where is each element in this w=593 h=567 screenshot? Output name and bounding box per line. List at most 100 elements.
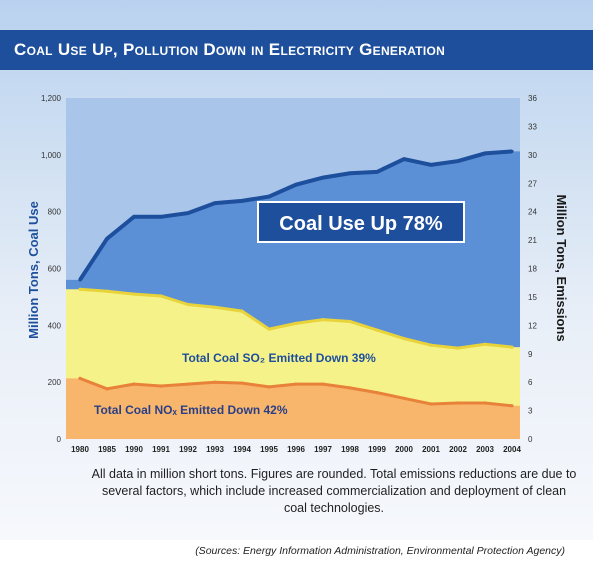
- nox-area: [66, 378, 520, 439]
- left-tick-label: 200: [48, 378, 62, 387]
- nox-point: [213, 380, 217, 384]
- right-tick-label: 9: [528, 350, 533, 359]
- left-tick-label: 400: [48, 321, 62, 330]
- chart-title: Coal Use Up, Pollution Down in Electrici…: [14, 40, 446, 59]
- so2-point: [105, 289, 109, 293]
- x-tick-label: 1997: [314, 445, 332, 454]
- nox-point: [267, 385, 271, 389]
- coal-use-point: [267, 195, 271, 199]
- x-tick-label: 1992: [179, 445, 197, 454]
- right-tick-label: 24: [528, 208, 537, 217]
- left-tick-label: 600: [48, 265, 62, 274]
- coal-use-point: [159, 215, 163, 219]
- so2-point: [78, 287, 82, 291]
- so2-point: [294, 321, 298, 325]
- nox-point: [510, 404, 514, 408]
- nox-point: [240, 381, 244, 385]
- right-tick-label: 15: [528, 293, 537, 302]
- x-tick-label: 1996: [287, 445, 305, 454]
- so2-point: [375, 328, 379, 332]
- x-tick-label: 1980: [71, 445, 89, 454]
- left-tick-label: 1,200: [41, 94, 62, 103]
- x-tick-label: 1995: [260, 445, 278, 454]
- coal-use-point: [348, 171, 352, 175]
- so2-point: [429, 343, 433, 347]
- right-tick-label: 0: [528, 435, 533, 444]
- x-tick-label: 2001: [422, 445, 440, 454]
- right-tick-label: 27: [528, 179, 537, 188]
- x-tick-label: 1990: [125, 445, 143, 454]
- left-tick-label: 1,000: [41, 151, 62, 160]
- footnote: All data in million short tons. Figures …: [91, 467, 577, 515]
- x-tick-label: 1998: [341, 445, 359, 454]
- so2-point: [132, 292, 136, 296]
- x-tick-label: 1991: [152, 445, 170, 454]
- so2-point: [321, 318, 325, 322]
- x-tick-label: 2004: [503, 445, 521, 454]
- nox-point: [429, 402, 433, 406]
- coal-callout-text: Coal Use Up 78%: [279, 213, 443, 235]
- right-tick-label: 18: [528, 265, 537, 274]
- right-tick-label: 36: [528, 94, 537, 103]
- x-axis-ticks: 1980 1985 1990 1991 1992 1993 1994 1995 1996 1997…: [71, 445, 521, 454]
- nox-point: [186, 382, 190, 386]
- so2-point: [348, 319, 352, 324]
- left-tick-label: 0: [57, 435, 62, 444]
- coal-use-point: [294, 183, 298, 187]
- nox-point: [294, 382, 298, 386]
- y-axis-label-right: Million Tons, Emissions: [554, 194, 569, 341]
- x-tick-label: 1985: [98, 445, 116, 454]
- so2-point: [213, 305, 217, 309]
- coal-use-point: [78, 278, 82, 282]
- coal-use-point: [105, 237, 109, 241]
- coal-use-point: [402, 157, 406, 161]
- x-tick-label: 2003: [476, 445, 494, 454]
- x-tick-label: 2000: [395, 445, 413, 454]
- nox-point: [132, 382, 136, 386]
- coal-use-point: [375, 170, 379, 174]
- coal-use-point: [186, 211, 190, 215]
- nox-point: [483, 401, 487, 405]
- chart-frame: Coal Use Up, Pollution Down in Electrici…: [0, 0, 593, 540]
- coal-use-point: [429, 163, 433, 167]
- nox-annotation: Total Coal NOₓ Emitted Down 42%: [94, 403, 288, 417]
- coal-use-point: [510, 149, 514, 153]
- coal-use-point: [456, 159, 460, 163]
- source-citation: (Sources: Energy Information Administrat…: [195, 545, 565, 557]
- coal-use-point: [132, 215, 136, 219]
- nox-point: [402, 396, 406, 400]
- right-tick-label: 33: [528, 122, 537, 131]
- so2-point: [402, 337, 406, 341]
- nox-point: [321, 382, 325, 386]
- so2-point: [456, 346, 460, 350]
- coal-use-point: [240, 199, 244, 203]
- coal-use-point: [483, 151, 487, 155]
- so2-point: [483, 342, 487, 346]
- right-tick-label: 30: [528, 151, 537, 160]
- left-axis-ticks: 0 200 400 600 800 1,000 1,200: [41, 94, 62, 444]
- x-tick-label: 1993: [206, 445, 224, 454]
- nox-point: [375, 391, 379, 395]
- left-tick-label: 800: [48, 208, 62, 217]
- title-bar: Coal Use Up, Pollution Down in Electrici…: [0, 30, 593, 70]
- so2-point: [159, 294, 163, 298]
- so2-annotation: Total Coal SO₂ Emitted Down 39%: [182, 351, 376, 365]
- x-tick-label: 2002: [449, 445, 467, 454]
- nox-point: [348, 386, 352, 390]
- coal-use-point: [321, 176, 325, 180]
- so2-point: [186, 302, 190, 307]
- right-tick-label: 3: [528, 407, 533, 416]
- right-tick-label: 6: [528, 378, 533, 387]
- x-tick-label: 1994: [233, 445, 251, 454]
- nox-point: [78, 376, 82, 380]
- so2-point: [240, 309, 244, 313]
- coal-use-point: [213, 201, 217, 205]
- right-tick-label: 21: [528, 236, 537, 245]
- coal-callout-box: [257, 201, 465, 243]
- so2-point: [267, 327, 271, 331]
- right-tick-label: 12: [528, 321, 537, 330]
- y-axis-label-left: Million Tons, Coal Use: [26, 201, 41, 339]
- nox-point: [456, 401, 460, 405]
